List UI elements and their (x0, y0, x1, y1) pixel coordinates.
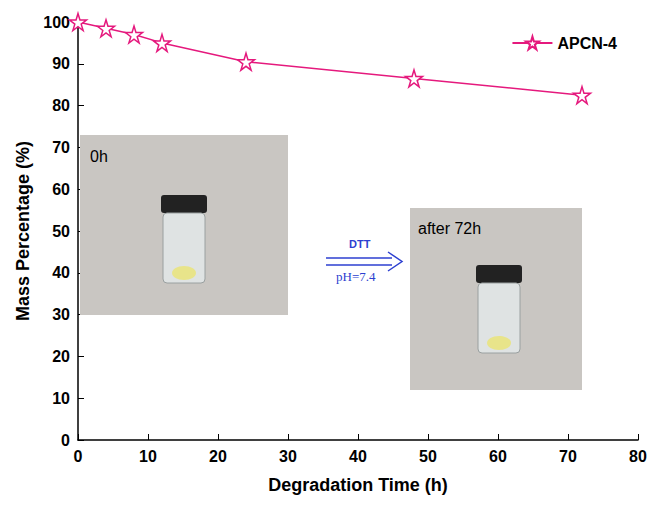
svg-text:30: 30 (52, 306, 70, 323)
svg-text:60: 60 (52, 181, 70, 198)
svg-text:80: 80 (52, 97, 70, 114)
svg-text:20: 20 (52, 348, 70, 365)
svg-text:40: 40 (52, 264, 70, 281)
svg-text:70: 70 (52, 139, 70, 156)
svg-text:0h: 0h (90, 148, 108, 165)
svg-text:80: 80 (629, 448, 647, 465)
svg-text:10: 10 (52, 390, 70, 407)
svg-text:100: 100 (43, 14, 70, 31)
svg-text:30: 30 (279, 448, 297, 465)
svg-text:10: 10 (139, 448, 157, 465)
svg-text:70: 70 (559, 448, 577, 465)
svg-text:0: 0 (61, 432, 70, 449)
svg-text:after 72h: after 72h (418, 220, 481, 237)
svg-text:0: 0 (74, 448, 83, 465)
svg-text:pH=7.4: pH=7.4 (336, 269, 376, 284)
svg-text:20: 20 (209, 448, 227, 465)
svg-text:Mass Percentage (%): Mass Percentage (%) (13, 141, 33, 321)
svg-text:DTT: DTT (349, 238, 371, 250)
svg-text:50: 50 (419, 448, 437, 465)
svg-text:Degradation Time (h): Degradation Time (h) (268, 475, 448, 495)
svg-text:90: 90 (52, 55, 70, 72)
svg-text:APCN-4: APCN-4 (557, 35, 617, 52)
svg-text:60: 60 (489, 448, 507, 465)
svg-text:40: 40 (349, 448, 367, 465)
svg-text:50: 50 (52, 223, 70, 240)
